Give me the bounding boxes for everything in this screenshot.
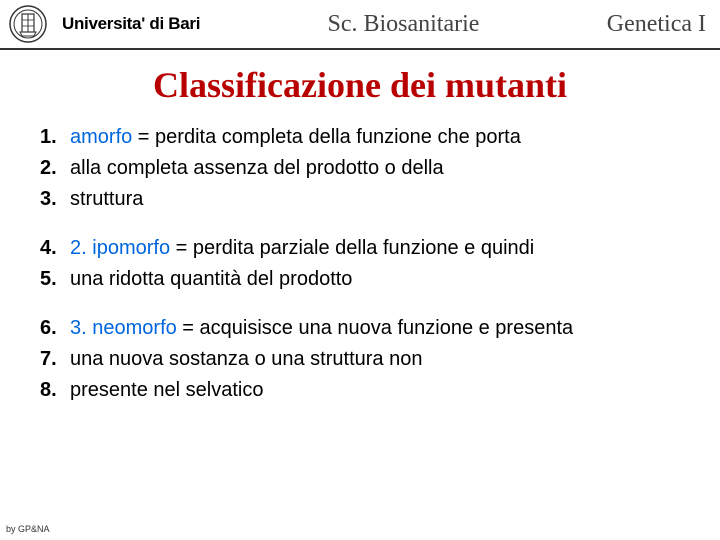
header-center-label: Sc. Biosanitarie [327, 11, 479, 38]
list-item: una nuova sostanza o una struttura non [40, 346, 690, 373]
term-neomorfo: neomorfo [92, 317, 177, 339]
item-text: una nuova sostanza o una struttura non [70, 348, 422, 370]
item-text: = perdita completa della funzione che po… [132, 126, 521, 148]
item-text: alla completa assenza del prodotto o del… [70, 157, 444, 179]
item-text: presente nel selvatico [70, 379, 263, 401]
content-area: amorfo = perdita completa della funzione… [0, 124, 720, 404]
item-prefix: 3. [70, 317, 92, 339]
list-item: alla completa assenza del prodotto o del… [40, 155, 690, 182]
term-ipomorfo: ipomorfo [92, 237, 170, 259]
list-item: 2. ipomorfo = perdita parziale della fun… [40, 235, 690, 262]
header: Universita' di Bari Sc. Biosanitarie Gen… [0, 0, 720, 50]
university-name: Universita' di Bari [62, 14, 200, 34]
mutant-list: amorfo = perdita completa della funzione… [40, 124, 690, 404]
list-item: 3. neomorfo = acquisisce una nuova funzi… [40, 315, 690, 342]
item-text: = acquisisce una nuova funzione e presen… [177, 317, 573, 339]
item-text: una ridotta quantità del prodotto [70, 268, 352, 290]
list-item: amorfo = perdita completa della funzione… [40, 124, 690, 151]
term-amorfo: amorfo [70, 126, 132, 148]
item-text: = perdita parziale della funzione e quin… [170, 237, 534, 259]
footer-credit: by GP&NA [6, 524, 50, 534]
header-right-label: Genetica I [607, 11, 712, 38]
university-logo-icon [8, 4, 48, 44]
page-title: Classificazione dei mutanti [0, 64, 720, 106]
item-prefix: 2. [70, 237, 92, 259]
item-text: struttura [70, 188, 143, 210]
list-item: struttura [40, 186, 690, 213]
list-item: presente nel selvatico [40, 377, 690, 404]
list-item: una ridotta quantità del prodotto [40, 266, 690, 293]
